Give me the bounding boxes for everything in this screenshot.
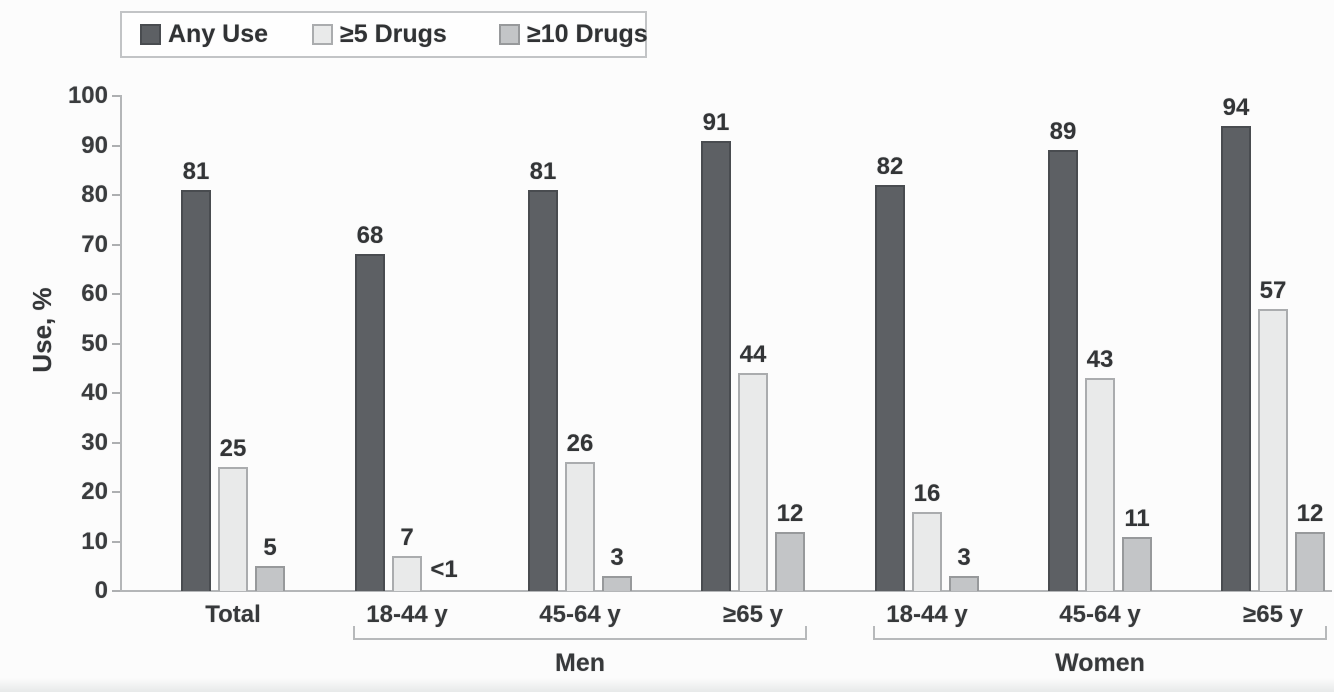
legend-label: Any Use (168, 20, 269, 48)
y-axis-tick (112, 95, 120, 97)
category-label: Total (205, 601, 261, 628)
category-label: 45-64 y (1059, 601, 1141, 628)
bar-value-label: <1 (430, 556, 458, 583)
y-axis-tick (112, 293, 120, 295)
y-axis-tick (112, 441, 120, 444)
bar-value-label: 26 (566, 430, 594, 457)
bar-value-label: 12 (1296, 500, 1324, 527)
y-axis-tick (112, 144, 120, 147)
category-label: ≥65 y (723, 601, 783, 628)
bar-value-label: 68 (356, 222, 384, 249)
page-edge-strip (0, 678, 1334, 692)
group-bracket-tick (353, 626, 355, 640)
y-tick-label: 70 (81, 230, 108, 258)
y-axis-tick (112, 590, 120, 592)
y-axis-tick (112, 540, 120, 543)
bar-value-label: 89 (1049, 118, 1077, 145)
legend-label: ≥5 Drugs (340, 20, 447, 48)
bar-value-label: 57 (1259, 277, 1287, 304)
y-axis (120, 95, 122, 592)
y-tick-label: 40 (81, 379, 108, 406)
group-bracket-tick (805, 626, 807, 640)
y-tick-label: 90 (81, 131, 108, 159)
bar-value-label: 94 (1222, 94, 1250, 121)
bar-value-label: 3 (610, 544, 624, 571)
bar-value-label: 16 (913, 480, 941, 507)
category-label: 45-64 y (539, 601, 621, 628)
bar-≥5-drugs (912, 512, 942, 591)
ge5-drugs-swatch (312, 24, 333, 45)
bar-value-label: 3 (957, 544, 971, 571)
group-bracket-line (873, 638, 1327, 640)
category-label: 18-44 y (366, 601, 448, 628)
group-bracket-tick (873, 626, 875, 640)
group-bracket-tick (1325, 626, 1327, 640)
bar-value-label: 7 (400, 524, 414, 551)
category-label: 18-44 y (886, 601, 968, 628)
y-tick-label: 60 (81, 280, 108, 307)
y-axis-tick (112, 392, 120, 394)
bar-≥10-drugs (949, 576, 979, 591)
bar-value-label: 5 (263, 534, 277, 561)
y-tick-label: 100 (67, 82, 108, 109)
bar-≥5-drugs (392, 556, 422, 591)
legend: Any Use ≥5 Drugs ≥10 Drugs (120, 11, 648, 58)
group-label-men: Men (555, 649, 605, 677)
bar-any-use (355, 254, 385, 591)
bar-value-label: 81 (529, 158, 557, 185)
ge10-drugs-swatch (499, 24, 520, 45)
bar-value-label: 81 (182, 158, 210, 185)
bar-≥10-drugs (602, 576, 632, 591)
y-axis-tick (112, 342, 120, 345)
bar-value-label: 82 (876, 153, 904, 180)
bar-any-use (528, 190, 558, 591)
bar-≥10-drugs (775, 532, 805, 591)
y-tick-label: 50 (81, 329, 108, 357)
y-axis-tick (112, 243, 120, 246)
bar-value-label: 12 (776, 500, 804, 527)
bar-≥5-drugs (565, 462, 595, 591)
legend-item-ge5-drugs: ≥5 Drugs (312, 13, 447, 56)
any-use-swatch (140, 24, 161, 45)
y-tick-label: 10 (81, 527, 108, 555)
bar-any-use (1048, 150, 1078, 591)
bar-any-use (701, 141, 731, 591)
legend-item-any-use: Any Use (140, 13, 268, 56)
bar-value-label: 25 (219, 435, 247, 462)
y-tick-label: 80 (81, 181, 108, 208)
y-tick-label: 20 (81, 478, 108, 505)
category-label: ≥65 y (1243, 601, 1303, 628)
bar-≥5-drugs (1258, 309, 1288, 591)
group-bracket-line (353, 638, 807, 640)
y-axis-tick (112, 491, 120, 493)
bar-≥5-drugs (1085, 378, 1115, 591)
bar-value-label: 43 (1086, 346, 1114, 373)
bar-value-label: 11 (1124, 505, 1150, 532)
x-axis (120, 590, 1332, 592)
bar-≥10-drugs (1122, 537, 1152, 591)
y-tick-label: 0 (94, 577, 108, 604)
y-tick-label: 30 (81, 428, 108, 456)
bar-any-use (875, 185, 905, 591)
group-label-women: Women (1055, 649, 1145, 677)
bar-≥10-drugs (1295, 532, 1325, 591)
bar-any-use (181, 190, 211, 591)
bar-≥5-drugs (218, 467, 248, 591)
bar-≥5-drugs (738, 373, 768, 591)
bar-value-label: 44 (739, 341, 767, 368)
legend-item-ge10-drugs: ≥10 Drugs (499, 13, 648, 56)
bar-value-label: 91 (702, 109, 730, 136)
y-axis-tick (112, 194, 120, 196)
bar-≥10-drugs (255, 566, 285, 591)
legend-label: ≥10 Drugs (527, 20, 648, 48)
bar-any-use (1221, 126, 1251, 591)
